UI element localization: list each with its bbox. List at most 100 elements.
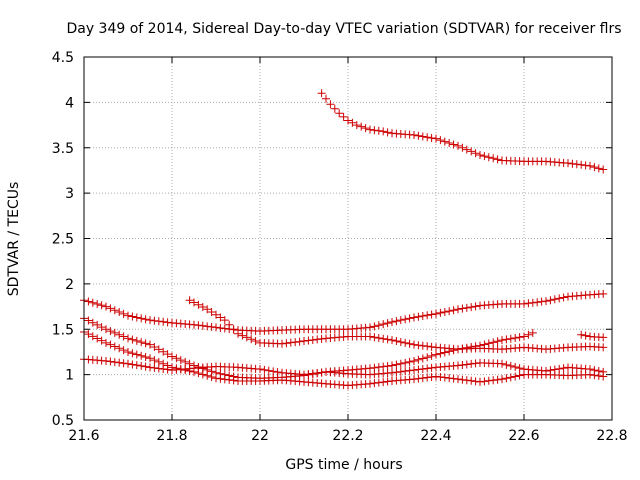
data-point <box>476 151 484 160</box>
data-point <box>436 349 445 358</box>
data-point <box>462 145 471 154</box>
data-point <box>366 323 374 332</box>
y-axis-ticks: 0.5 1 1.5 2 2.5 3 3.5 4 4.5 <box>52 50 612 429</box>
data-point <box>414 341 423 350</box>
data-point <box>379 362 388 371</box>
data-point <box>462 376 471 385</box>
data-point <box>374 126 383 135</box>
x-tick-label: 22.4 <box>420 428 451 444</box>
data-point <box>493 375 502 384</box>
data-point <box>352 121 361 130</box>
data-point <box>445 374 454 383</box>
data-point <box>317 334 326 343</box>
data-point <box>489 338 498 347</box>
data-point <box>502 335 511 344</box>
data-point <box>471 149 480 158</box>
data-point <box>137 314 146 323</box>
y-tick-label: 3 <box>65 186 74 202</box>
data-point <box>234 329 242 338</box>
data-point <box>471 377 480 386</box>
data-point <box>141 353 150 362</box>
data-point <box>467 147 476 156</box>
data-point <box>124 334 132 343</box>
y-tick-label: 3.5 <box>52 141 74 157</box>
data-point <box>405 366 414 375</box>
data-point <box>410 375 418 384</box>
data-point <box>458 143 467 152</box>
data-point <box>159 317 168 326</box>
data-point <box>124 311 132 320</box>
data-point <box>427 342 436 351</box>
data-point <box>190 298 198 307</box>
data-point <box>396 337 405 346</box>
data-point <box>216 313 225 322</box>
data-point <box>115 308 124 317</box>
data-point <box>471 302 480 311</box>
data-point <box>128 335 137 344</box>
data-point <box>295 337 304 346</box>
data-point <box>317 89 326 98</box>
data-point <box>93 334 102 343</box>
data-point <box>414 355 423 364</box>
data-point <box>124 359 132 368</box>
data-point <box>480 377 489 386</box>
data-point <box>484 153 493 162</box>
data-point <box>383 128 392 137</box>
data-point <box>458 375 467 384</box>
data-point <box>498 375 506 384</box>
data-point <box>423 373 432 382</box>
data-point <box>154 364 163 373</box>
data-point <box>106 327 115 336</box>
data-point <box>366 332 374 341</box>
data-point <box>383 319 392 328</box>
data-point <box>84 297 93 306</box>
data-point <box>511 372 520 381</box>
data-point <box>462 303 471 312</box>
data-point <box>141 315 150 324</box>
data-point <box>440 308 449 317</box>
data-point <box>427 351 436 360</box>
data-point <box>484 339 493 348</box>
data-point <box>141 339 150 348</box>
data-point <box>392 317 401 326</box>
series-s6 <box>80 355 608 379</box>
data-point <box>432 309 440 318</box>
data-point <box>154 317 163 326</box>
data-point <box>476 341 484 350</box>
data-point <box>599 165 608 174</box>
data-point <box>414 365 423 374</box>
data-point <box>370 379 379 388</box>
data-point <box>511 333 520 342</box>
data-point <box>423 353 432 362</box>
data-point <box>366 379 374 388</box>
data-point <box>445 139 454 148</box>
data-point <box>370 322 379 331</box>
data-point <box>498 336 506 345</box>
data-point <box>537 297 546 306</box>
data-point <box>454 305 462 314</box>
data-point <box>418 354 427 363</box>
y-tick-label: 2.5 <box>52 232 74 248</box>
data-point <box>524 330 533 339</box>
data-point <box>190 320 198 329</box>
data-point <box>273 368 282 377</box>
data-point <box>388 368 396 377</box>
data-point <box>414 374 423 383</box>
data-point <box>559 364 568 373</box>
data-point <box>383 377 392 386</box>
data-point <box>379 320 388 329</box>
data-point <box>471 342 480 351</box>
data-point <box>146 340 154 349</box>
data-point <box>150 363 159 372</box>
data-point <box>185 296 194 305</box>
data-point <box>260 365 269 374</box>
data-point <box>88 298 97 307</box>
data-point <box>198 303 207 312</box>
data-point <box>586 161 594 170</box>
data-point <box>344 116 352 125</box>
data-point <box>392 368 401 377</box>
data-point <box>163 350 172 359</box>
data-point <box>102 338 110 347</box>
data-point <box>119 309 128 318</box>
data-point <box>524 299 533 308</box>
